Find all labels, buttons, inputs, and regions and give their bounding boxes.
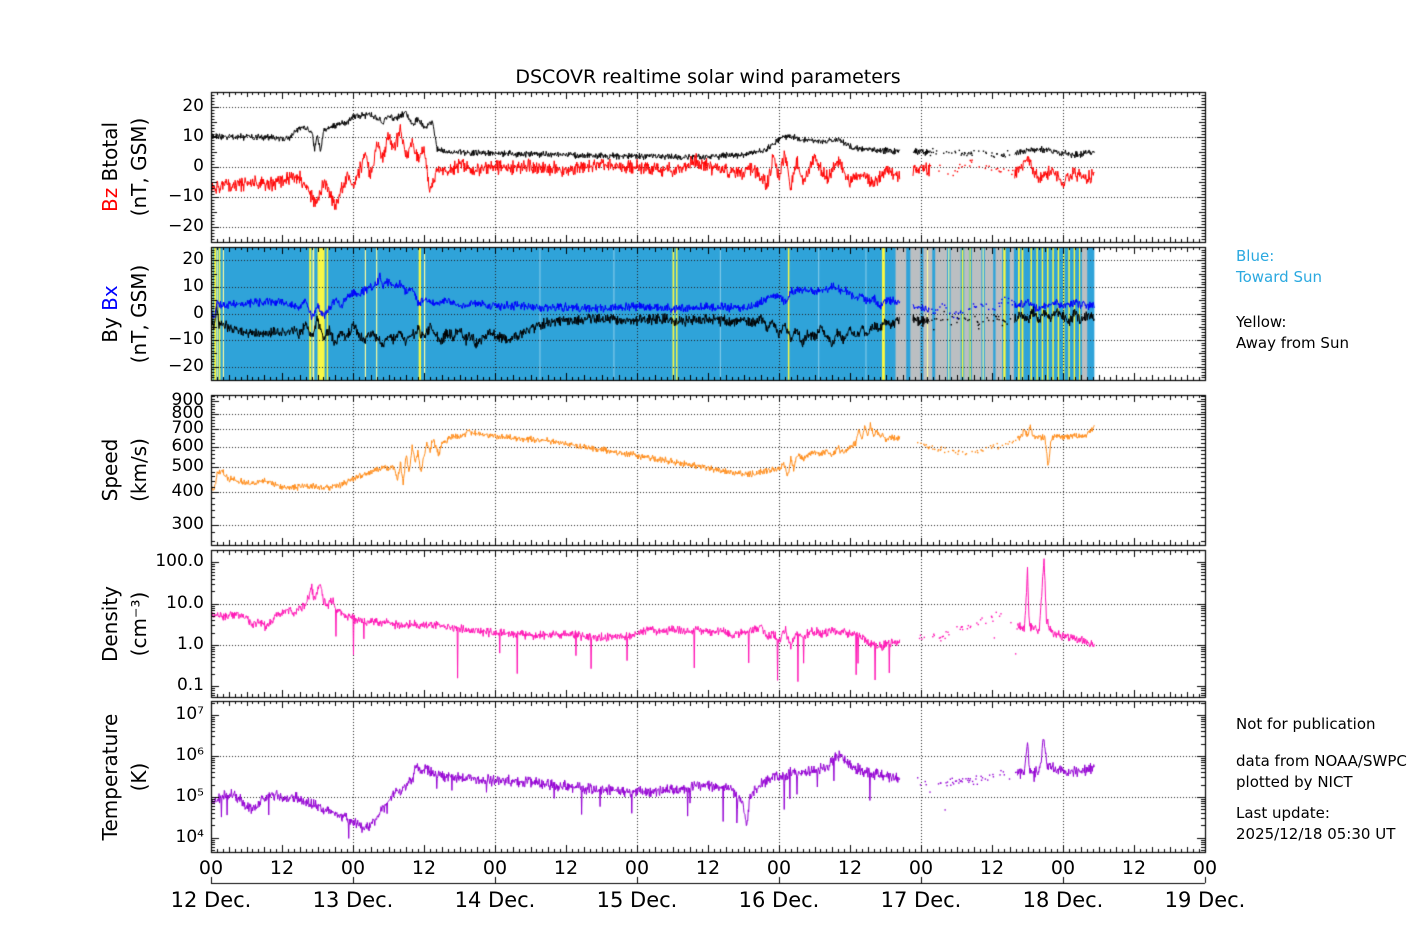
xtick-hour-10: 00	[908, 857, 934, 879]
ytick-mag1-2: 0	[193, 156, 204, 176]
xtick-hour-11: 12	[979, 857, 1005, 879]
legend-away-from-sun: Yellow: Away from Sun	[1236, 312, 1349, 354]
legend-blue-label: Blue:	[1236, 247, 1275, 265]
xtick-hour-0: 00	[198, 857, 224, 879]
chart-title: DSCOVR realtime solar wind parameters	[515, 66, 901, 88]
xtick-hour-14: 00	[1192, 857, 1218, 879]
legend-toward-sun: Blue: Toward Sun	[1236, 246, 1322, 288]
ytick-density-1: 10.0	[166, 592, 204, 613]
ytick-mag1-1: 10	[182, 126, 204, 146]
xtick-date-1: 13 Dec.	[312, 888, 394, 912]
ytick-mag2-0: 20	[182, 249, 204, 270]
ytick-speed-2: 700	[171, 418, 204, 439]
xtick-date-3: 15 Dec.	[596, 888, 678, 912]
xtick-date-7: 19 Dec.	[1164, 888, 1246, 912]
ytick-mag1-0: 20	[182, 96, 204, 116]
ytick-mag2-1: 10	[182, 275, 204, 296]
ytick-mag2-3: −10	[168, 329, 204, 350]
xtick-date-0: 12 Dec.	[170, 888, 252, 912]
xtick-hour-9: 12	[837, 857, 863, 879]
note-not-for-publication: Not for publication	[1236, 715, 1376, 733]
ylabel-part: Bx	[98, 284, 122, 317]
xtick-hour-3: 12	[411, 857, 437, 879]
legend-yellow-label: Yellow:	[1236, 313, 1287, 331]
note-source-line2: plotted by NICT	[1236, 773, 1353, 791]
xtick-hour-7: 12	[695, 857, 721, 879]
xtick-hour-6: 00	[624, 857, 650, 879]
xtick-hour-2: 00	[340, 857, 366, 879]
ytick-speed-4: 500	[171, 456, 204, 477]
xtick-hour-1: 12	[269, 857, 295, 879]
note-update-label: Last update:	[1236, 804, 1330, 822]
ytick-mag1-4: −20	[168, 216, 204, 236]
note-update-time: 2025/12/18 05:30 UT	[1236, 825, 1396, 843]
xtick-hour-4: 00	[482, 857, 508, 879]
xtick-date-5: 17 Dec.	[880, 888, 962, 912]
ytick-speed-0: 900	[171, 390, 204, 411]
xtick-hour-13: 12	[1121, 857, 1147, 879]
legend-blue-text: Toward Sun	[1236, 268, 1322, 286]
ytick-temperature-0: 10⁷	[175, 704, 204, 724]
xtick-hour-12: 00	[1050, 857, 1076, 879]
ytick-mag1-3: −10	[168, 186, 204, 206]
ytick-density-3: 0.1	[176, 675, 204, 696]
xtick-hour-5: 12	[553, 857, 579, 879]
ytick-temperature-1: 10⁶	[175, 744, 204, 765]
ylabel-units-temperature: (K)	[127, 627, 151, 927]
ytick-speed-5: 400	[171, 481, 204, 502]
ytick-temperature-3: 10⁴	[175, 826, 204, 847]
ytick-mag2-2: 0	[193, 302, 204, 323]
ylabel-part: Temperature	[98, 713, 122, 840]
ytick-mag2-4: −20	[168, 355, 204, 376]
ylabel-temperature: Temperature	[98, 627, 122, 927]
xtick-date-4: 16 Dec.	[738, 888, 820, 912]
legend-yellow-text: Away from Sun	[1236, 334, 1349, 352]
ytick-speed-3: 600	[171, 435, 204, 456]
ytick-density-0: 100.0	[155, 551, 204, 572]
note-source-line1: data from NOAA/SWPC	[1236, 752, 1407, 770]
ytick-density-2: 1.0	[176, 633, 204, 654]
xtick-date-2: 14 Dec.	[454, 888, 536, 912]
ytick-temperature-2: 10⁵	[175, 785, 204, 806]
ytick-speed-1: 800	[171, 403, 204, 424]
ytick-speed-6: 300	[171, 513, 204, 534]
xtick-hour-8: 00	[766, 857, 792, 879]
note-data-source: data from NOAA/SWPC plotted by NICT	[1236, 751, 1407, 793]
xtick-date-6: 18 Dec.	[1022, 888, 1104, 912]
note-last-update: Last update: 2025/12/18 05:30 UT	[1236, 803, 1395, 845]
